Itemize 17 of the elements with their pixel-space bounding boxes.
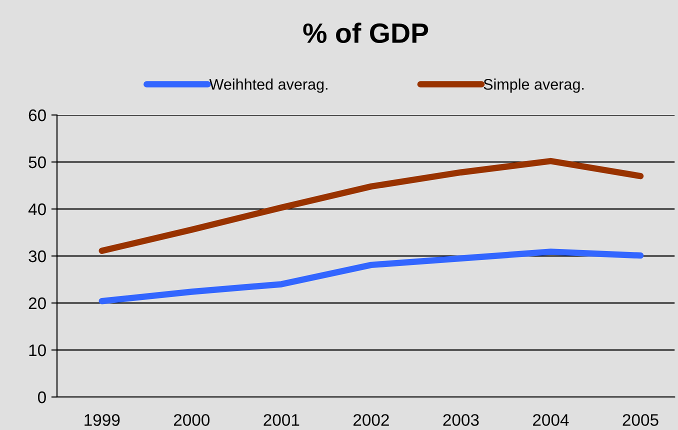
y-tick-label: 30 bbox=[28, 250, 46, 262]
x-tick-label: 2005 bbox=[622, 414, 658, 426]
y-tick-label: 10 bbox=[29, 344, 46, 356]
y-tick-label: 20 bbox=[28, 297, 46, 310]
legend-label: Simple averag. bbox=[484, 78, 584, 93]
y-tick-label: 50 bbox=[28, 156, 46, 168]
x-tick-label: 2000 bbox=[174, 414, 210, 426]
x-tick-label: 2003 bbox=[443, 414, 479, 426]
chart-title: % of GDP bbox=[303, 22, 428, 44]
x-tick-label: 2004 bbox=[533, 414, 569, 426]
x-tick-label: 2001 bbox=[264, 414, 300, 426]
y-tick-label: 0 bbox=[38, 391, 46, 404]
legend-label: Weihhted averag. bbox=[209, 78, 328, 93]
x-tick-label: 1999 bbox=[84, 414, 120, 426]
x-tick-label: 2002 bbox=[353, 414, 389, 426]
y-tick-label: 40 bbox=[28, 203, 46, 216]
y-tick-label: 60 bbox=[28, 109, 46, 122]
